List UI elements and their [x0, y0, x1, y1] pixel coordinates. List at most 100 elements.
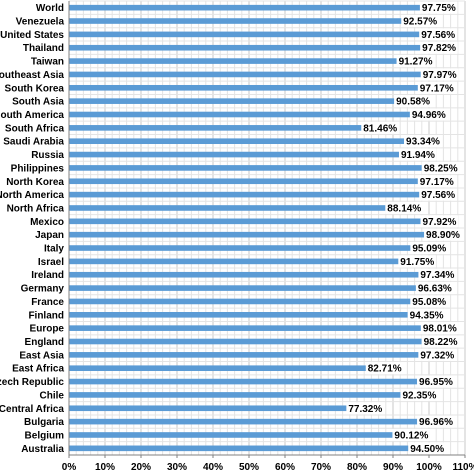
value-label: 96.95% [419, 377, 453, 388]
value-label-background [400, 388, 439, 401]
bars [69, 4, 426, 452]
category-label: England [25, 337, 64, 348]
category-label: France [31, 297, 64, 308]
value-label-background [410, 242, 448, 255]
bar [69, 98, 396, 104]
bar [69, 325, 422, 331]
category-label: Finland [28, 310, 64, 321]
value-label: 90.58% [396, 97, 430, 108]
value-label-background [401, 15, 439, 28]
category-label: South America [0, 110, 64, 121]
category-label: North Korea [6, 177, 64, 188]
value-label: 97.97% [423, 70, 457, 81]
bar [69, 378, 419, 385]
bar [69, 271, 420, 278]
category-label: East Africa [12, 364, 64, 375]
bar [69, 298, 412, 305]
bar [69, 405, 348, 412]
category-label: Ireland [31, 270, 64, 281]
value-label: 97.75% [422, 3, 456, 14]
category-label: Italy [44, 244, 64, 255]
category-label: Thailand [23, 43, 64, 54]
value-label-background [424, 228, 462, 241]
category-label: North Africa [7, 203, 65, 214]
category-label: Chile [40, 390, 65, 401]
value-label-background [420, 322, 459, 335]
category-label: Russia [31, 150, 64, 161]
value-label: 97.56% [421, 30, 455, 41]
bar [69, 151, 400, 158]
bar [69, 258, 400, 265]
value-label: 98.01% [423, 324, 457, 335]
x-tick-label: 60% [275, 462, 295, 473]
value-label-background [394, 95, 432, 108]
value-label-background [419, 1, 458, 14]
x-tick-label: 110% [452, 462, 474, 473]
value-label: 97.92% [423, 217, 457, 228]
value-labels: 97.75% 92.57% 97.56% 97.82% 91.27% 97.97% 97.1… [346, 1, 462, 455]
x-tick-label: 10% [95, 462, 115, 473]
category-label: Taiwan [31, 57, 64, 68]
bar [69, 191, 421, 198]
value-label-background [421, 161, 460, 174]
value-label-background [392, 428, 431, 441]
value-label: 90.12% [394, 430, 428, 441]
value-label: 98.22% [424, 337, 458, 348]
bar [69, 44, 422, 51]
category-labels: World Venezuela United States Thailand Taiwa… [0, 3, 64, 455]
x-tick-label: 50% [239, 462, 259, 473]
value-label: 95.09% [412, 244, 446, 255]
x-tick-label: 30% [167, 462, 187, 473]
value-label: 97.56% [421, 190, 455, 201]
bar [69, 58, 398, 64]
bar [69, 338, 423, 345]
value-label: 96.96% [419, 417, 453, 428]
value-label: 94.35% [410, 310, 444, 321]
bar [69, 125, 363, 131]
value-label-background [415, 282, 454, 295]
x-tick-label: 90% [383, 462, 403, 473]
value-label: 97.17% [420, 177, 454, 188]
category-label: Philippines [11, 163, 65, 174]
value-label-background [396, 55, 435, 68]
value-label: 91.75% [400, 257, 434, 268]
category-label: South Asia [12, 97, 64, 108]
value-label: 97.17% [420, 83, 454, 94]
category-label: Australia [21, 444, 64, 455]
x-tick-labels: 0% 10% 20% 30% 40% 50% 60% 70% 80% 90% 100% 110% [62, 462, 474, 473]
value-label: 92.57% [403, 17, 437, 28]
category-label: World [36, 3, 64, 14]
value-label-background [420, 68, 459, 81]
category-label: Southeast Asia [0, 70, 64, 81]
x-tick-label: 70% [311, 462, 331, 473]
category-label: Belgium [25, 430, 65, 441]
x-tick-label: 100% [416, 462, 442, 473]
category-label: Bulgaria [24, 417, 64, 428]
value-label: 77.32% [348, 404, 382, 415]
bar [69, 165, 423, 171]
bar [69, 365, 367, 372]
value-label-background [421, 335, 460, 348]
axes [68, 1, 466, 458]
value-label: 92.35% [402, 390, 436, 401]
value-label-background [420, 215, 459, 228]
category-label: Europe [30, 324, 65, 335]
category-label: Venezuela [16, 17, 65, 28]
bar [69, 245, 412, 251]
value-label: 98.90% [426, 230, 460, 241]
category-label: Czech Republic [0, 377, 64, 388]
bar [69, 432, 394, 438]
bar [69, 418, 419, 425]
category-label: South Africa [5, 123, 65, 134]
value-label: 91.27% [399, 57, 433, 68]
bar [69, 352, 420, 358]
value-label: 91.94% [401, 150, 435, 161]
x-tick-label: 80% [347, 462, 367, 473]
value-label: 97.82% [422, 43, 456, 54]
category-label: Germany [21, 284, 65, 295]
value-label-background [419, 28, 457, 41]
value-label: 88.14% [387, 203, 421, 214]
bar [69, 392, 402, 398]
value-label-background [409, 108, 448, 121]
